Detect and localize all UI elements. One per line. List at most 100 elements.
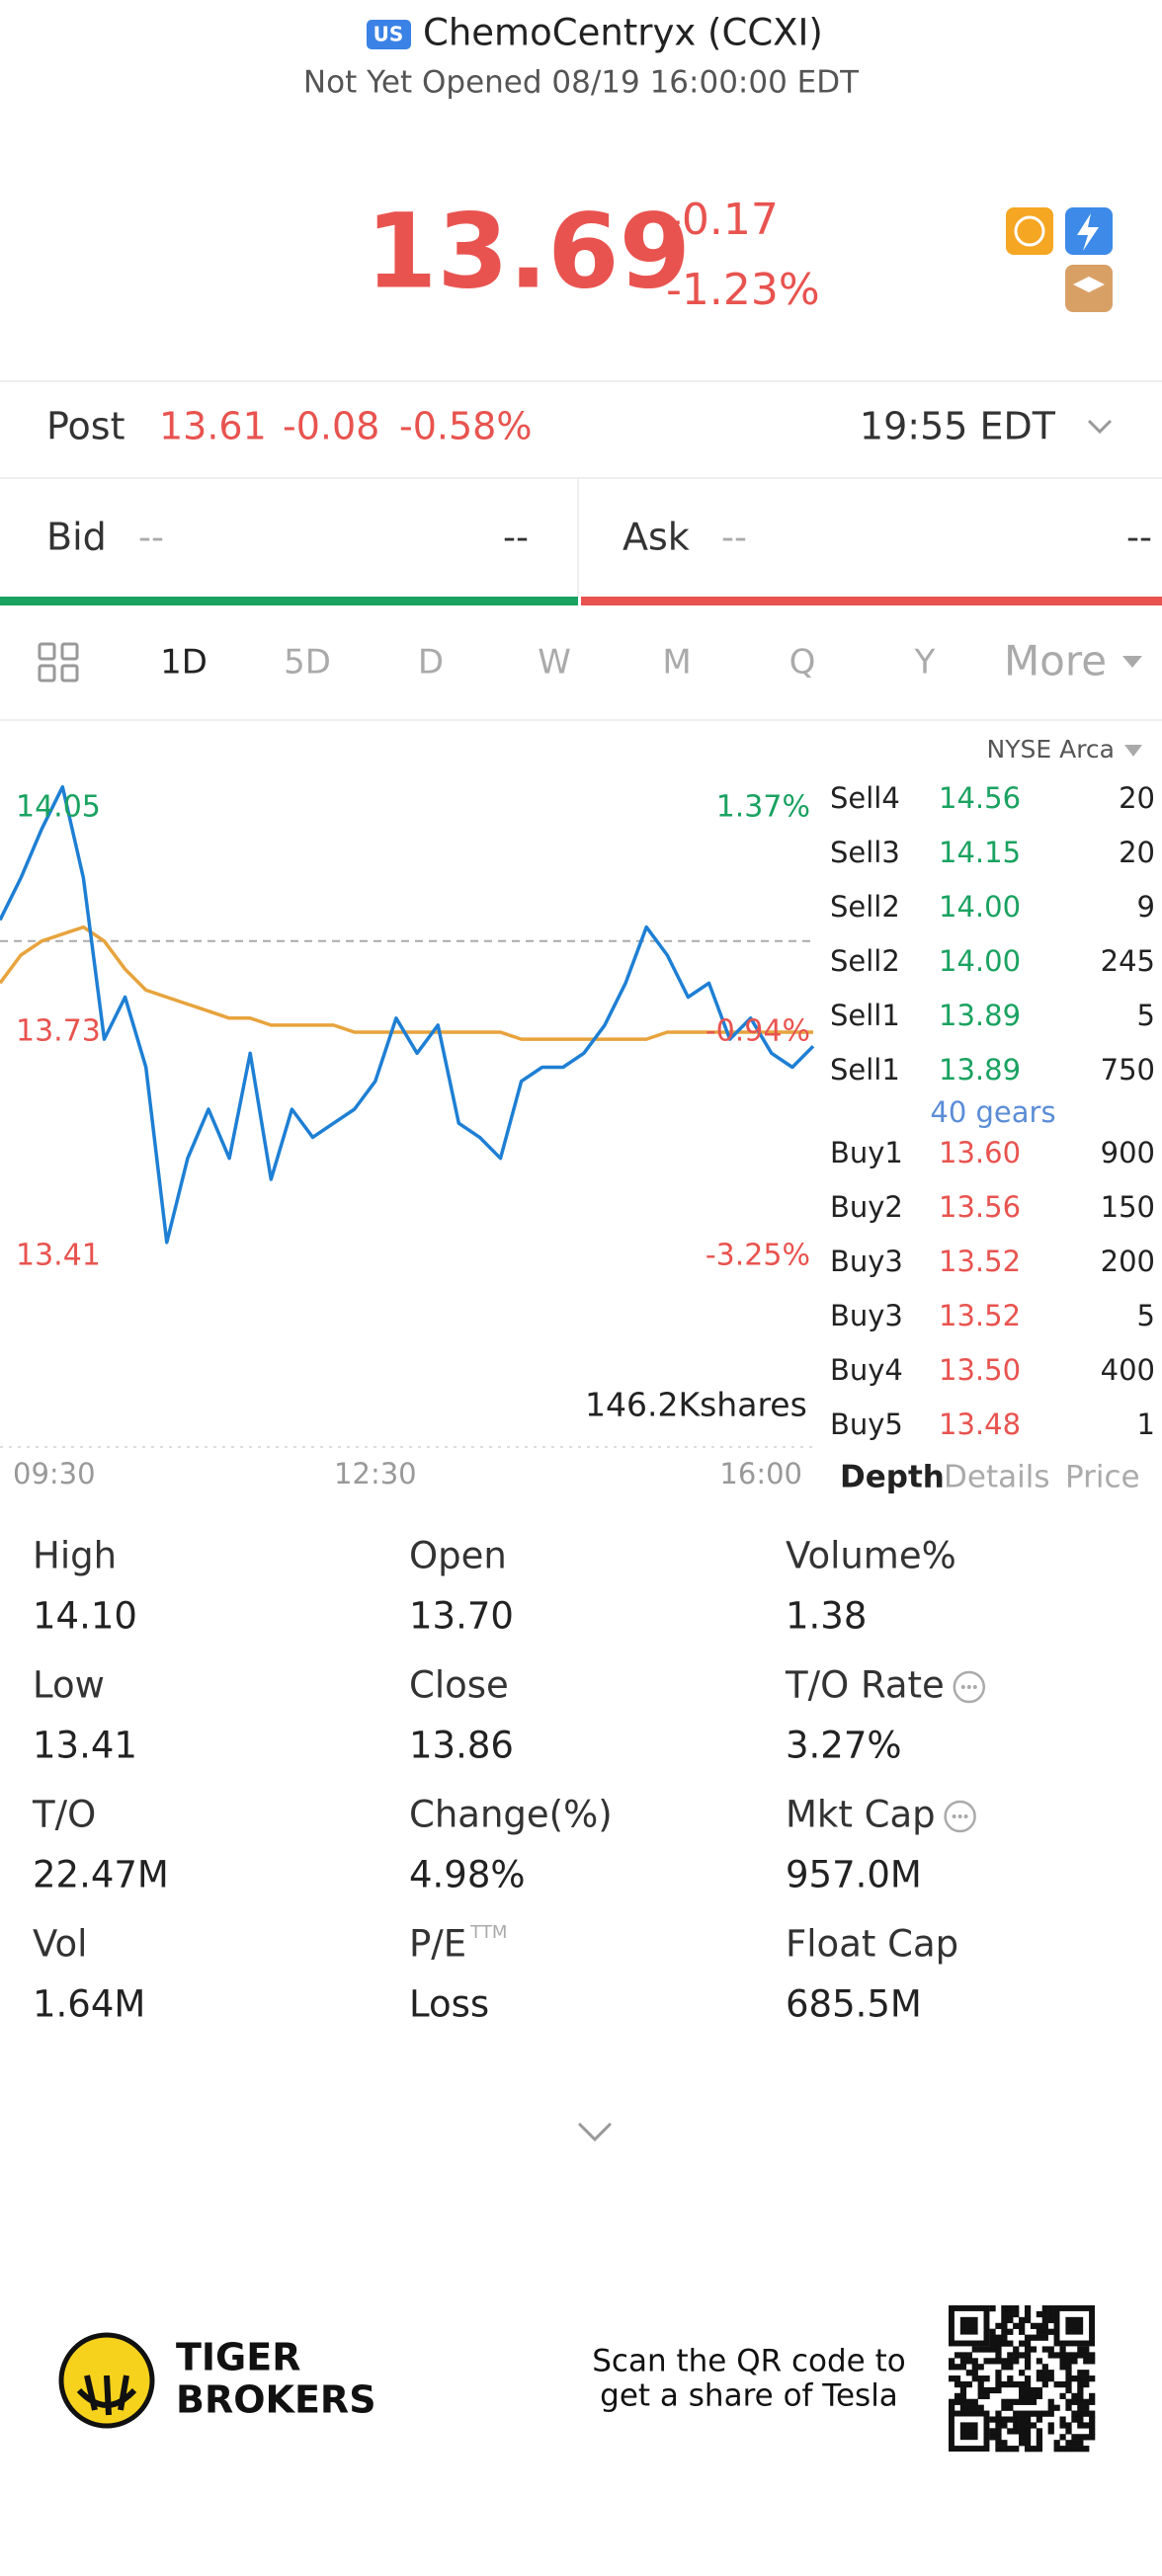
- qr-cell: [1071, 2440, 1078, 2447]
- title: ChemoCentryx (CCXI): [423, 12, 823, 54]
- qr-cell: [1024, 2358, 1032, 2365]
- qr-cell: [1071, 2352, 1078, 2359]
- qr-cell: [1024, 2310, 1032, 2318]
- bid-size: 400: [1101, 1353, 1155, 1387]
- qr-cell: [1083, 2422, 1090, 2429]
- price-line: [0, 925, 813, 1041]
- qr-cell: [1041, 2305, 1048, 2312]
- qr-cell: [1024, 2316, 1032, 2324]
- post-change-pct: -0.58%: [399, 405, 532, 448]
- info-dot: [960, 1685, 965, 1689]
- depth-tab[interactable]: Details: [944, 1460, 1049, 1495]
- gears[interactable]: 40 gears: [930, 1095, 1055, 1129]
- tab[interactable]: Y: [914, 643, 936, 683]
- qr-cell: [1089, 2358, 1096, 2365]
- qr-cell: [977, 2386, 984, 2394]
- qr-cell: [1059, 2434, 1066, 2441]
- icon-dollar[interactable]: [1006, 207, 1053, 255]
- price-line: [0, 784, 815, 1245]
- qr-cell: [1065, 2440, 1072, 2447]
- qr-cell: [1047, 2404, 1054, 2411]
- post-change: -0.08: [283, 405, 379, 448]
- qr-cell: [1047, 2428, 1054, 2435]
- qr-cell: [1071, 2446, 1078, 2453]
- qr-cell: [1036, 2310, 1043, 2318]
- qr-cell: [1001, 2358, 1008, 2365]
- qr-cell: [954, 2352, 961, 2359]
- qr-cell: [1007, 2364, 1014, 2371]
- stat-label: Mkt Cap: [786, 1794, 936, 1836]
- qr-cell: [1013, 2416, 1020, 2423]
- tab[interactable]: More: [1004, 637, 1107, 685]
- qr-cell: [1083, 2380, 1090, 2388]
- chevron[interactable]: [1087, 419, 1113, 435]
- bid-label: Bid: [46, 516, 107, 559]
- y2-tick-label: 1.37%: [716, 790, 810, 825]
- qr-cell: [1041, 2380, 1048, 2388]
- qr-cell: [1065, 2370, 1072, 2376]
- qr-cell: [1083, 2398, 1090, 2405]
- tab[interactable]: M: [662, 643, 691, 683]
- qr-cell: [989, 2305, 996, 2312]
- info-icon[interactable]: [953, 1670, 986, 1704]
- stat-label: T/O: [32, 1794, 96, 1836]
- qr-cell: [1013, 2352, 1020, 2359]
- qr-cell: [949, 2375, 955, 2382]
- exchange-arrow[interactable]: [1124, 745, 1142, 757]
- qr-cell: [989, 2428, 996, 2435]
- bid-size: --: [503, 518, 529, 558]
- qr-cell: [1036, 2328, 1043, 2335]
- qr-cell: [1019, 2340, 1026, 2347]
- qr-cell: [995, 2428, 1002, 2435]
- qr-cell: [965, 2404, 972, 2411]
- tab[interactable]: 5D: [284, 643, 331, 683]
- ask-size: 20: [1119, 836, 1155, 869]
- qr-cell: [965, 2398, 972, 2405]
- qr-cell: [954, 2398, 961, 2405]
- qr-cell: [1083, 2404, 1090, 2411]
- qr-cell: [977, 2392, 984, 2400]
- qr-cell: [989, 2334, 996, 2341]
- ask-label: Sell2: [830, 890, 900, 924]
- qr-cell: [949, 2398, 955, 2405]
- tab[interactable]: W: [538, 643, 571, 683]
- qr-cell: [1077, 2440, 1084, 2447]
- qr-cell: [1041, 2328, 1048, 2335]
- qr-cell: [1059, 2358, 1066, 2365]
- qr-cell: [1083, 2352, 1090, 2359]
- qr-cell: [1065, 2398, 1072, 2405]
- bid-price: 13.60: [939, 1136, 1021, 1169]
- qr-cell: [1007, 2428, 1014, 2435]
- qr-cell: [1047, 2310, 1054, 2318]
- qr-cell: [1036, 2446, 1043, 2453]
- qr-cell: [1083, 2370, 1090, 2376]
- qr-cell: [977, 2404, 984, 2411]
- tab[interactable]: D: [418, 643, 444, 683]
- depth-tab[interactable]: Price: [1065, 1460, 1140, 1495]
- ask-price: --: [721, 518, 747, 558]
- exchange[interactable]: NYSE Arca: [987, 735, 1115, 764]
- depth-tab[interactable]: Depth: [840, 1460, 945, 1495]
- qr-cell: [1013, 2428, 1020, 2435]
- expand-chevron[interactable]: [577, 2122, 613, 2142]
- icon-glyph: [1073, 277, 1105, 292]
- qr-cell: [1019, 2316, 1026, 2324]
- layout-icon[interactable]: [38, 642, 79, 683]
- qr-cell: [1001, 2440, 1008, 2447]
- y-tick-label: 14.05: [16, 790, 101, 825]
- qr-cell: [1030, 2346, 1038, 2353]
- qr-cell: [1024, 2346, 1032, 2353]
- tab[interactable]: Q: [789, 643, 816, 683]
- price: 13.69: [366, 191, 691, 311]
- qr-cell: [1036, 2440, 1043, 2447]
- stat-value: 1.38: [786, 1595, 867, 1638]
- tab[interactable]: 1D: [160, 643, 208, 683]
- qr-cell: [995, 2422, 1002, 2429]
- more-arrow[interactable]: [1122, 656, 1142, 668]
- qr-cell: [995, 2340, 1002, 2347]
- qr-cell: [1024, 2375, 1032, 2382]
- ask-label: Sell1: [830, 1053, 900, 1087]
- qr-cell: [1013, 2446, 1020, 2453]
- info-icon[interactable]: [944, 1800, 976, 1833]
- qr-code[interactable]: [947, 2303, 1097, 2454]
